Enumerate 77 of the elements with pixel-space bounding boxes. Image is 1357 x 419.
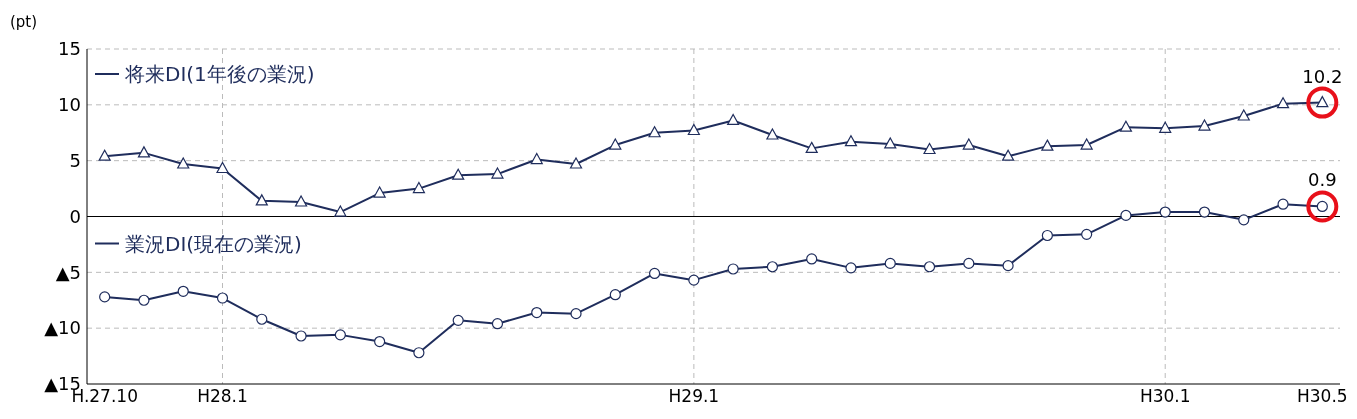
point: [1001, 149, 1015, 161]
point: [1159, 206, 1171, 218]
point: [177, 285, 189, 297]
point: [531, 306, 543, 319]
point: [884, 137, 897, 149]
point: [373, 186, 386, 198]
point: [1276, 97, 1290, 109]
x-tick-label: H28.1: [197, 386, 248, 406]
point: [963, 257, 975, 269]
point: [374, 335, 386, 348]
point: [334, 329, 346, 341]
point: [766, 261, 779, 273]
point: [99, 291, 111, 303]
point: [413, 347, 425, 359]
point: [530, 152, 543, 165]
y-tick-label: 0: [69, 205, 81, 227]
x-tick-label: H30.5: [1297, 386, 1348, 406]
point: [491, 167, 504, 179]
point: [1159, 121, 1172, 133]
point: [1277, 198, 1289, 210]
point: [138, 294, 150, 306]
point: [1002, 260, 1014, 272]
point: [412, 181, 426, 194]
y-tick-label: 5: [69, 149, 81, 171]
point: [1198, 206, 1211, 218]
point: [452, 314, 464, 326]
point: [1120, 209, 1132, 221]
point: [766, 128, 779, 140]
point: [1238, 214, 1250, 226]
point: [609, 138, 622, 150]
point: [570, 308, 582, 320]
point: [884, 257, 896, 269]
point: [295, 330, 307, 342]
point: [137, 146, 151, 158]
point: [294, 195, 308, 207]
y-tick-label: 15: [58, 38, 81, 60]
point: [687, 123, 700, 136]
point: [805, 141, 818, 153]
data-label: 0.9: [1308, 169, 1337, 191]
point: [216, 292, 229, 304]
point: [452, 168, 465, 180]
point: [844, 135, 858, 147]
point: [609, 289, 621, 301]
point: [923, 142, 936, 155]
point: [255, 194, 268, 206]
legend-label: 業況DI(現在の業況): [125, 231, 302, 256]
point: [923, 261, 936, 273]
point: [648, 126, 661, 138]
y-axis-title: (pt): [10, 13, 38, 31]
point: [1198, 119, 1211, 131]
data-label: 10.2: [1302, 65, 1343, 87]
point: [256, 313, 268, 325]
y-tick-label: ▲10: [44, 317, 81, 339]
point: [569, 157, 583, 169]
point: [727, 113, 740, 126]
legend-label: 将来DI(1年後の業況): [124, 62, 315, 86]
point: [1080, 138, 1093, 150]
y-tick-label: 10: [58, 94, 81, 116]
y-tick-label: ▲5: [55, 261, 81, 283]
point: [1041, 229, 1053, 242]
point: [216, 161, 229, 174]
point: [806, 253, 818, 265]
point: [648, 267, 661, 280]
point: [1119, 120, 1133, 132]
point: [688, 274, 700, 286]
x-tick-label: H29.1: [668, 386, 720, 406]
point: [1041, 139, 1054, 151]
point: [1237, 109, 1250, 121]
x-tick-label: H30.1: [1139, 386, 1191, 406]
point: [177, 157, 190, 169]
point: [962, 138, 975, 150]
point: [491, 318, 504, 330]
point: [98, 149, 111, 161]
point: [727, 263, 739, 275]
point: [845, 262, 857, 274]
point: [334, 205, 347, 217]
point: [1081, 228, 1093, 240]
